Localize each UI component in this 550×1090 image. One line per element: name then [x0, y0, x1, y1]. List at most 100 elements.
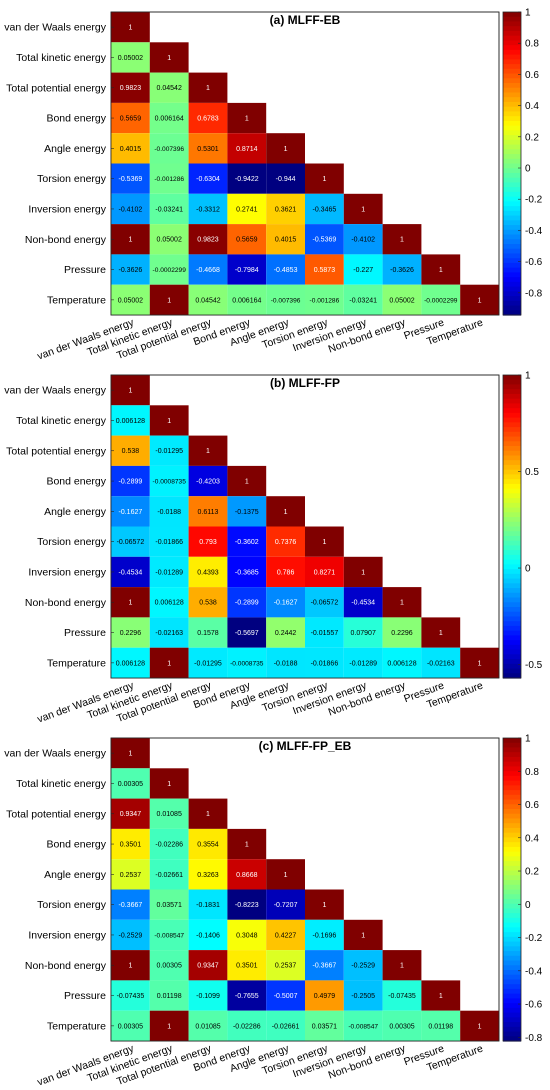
heatmap-cell-c: [149, 798, 189, 829]
heatmap-cell-a: [343, 284, 383, 315]
colorbar-segment-c: [503, 889, 521, 895]
colorbar-segment-a: [503, 59, 521, 65]
colorbar-segment-a: [503, 144, 521, 150]
heatmap-cell-c: [149, 919, 189, 951]
heatmap-cell-c: [149, 980, 189, 1011]
heatmap-cell-a: [188, 284, 228, 315]
heatmap-cell-a: [305, 163, 344, 194]
colorbar-segment-b: [503, 517, 521, 523]
colorbar-segment-a: [503, 54, 521, 60]
colorbar-segment-a: [503, 300, 521, 307]
y-tick-label-c: van der Waals energy: [4, 748, 106, 760]
y-tick-label-a: Temperature: [47, 294, 106, 306]
colorbar-segment-b: [503, 379, 521, 386]
colorbar-segment-b: [503, 649, 521, 655]
colorbar-segment-a: [503, 12, 521, 18]
heatmap-cell-c: [149, 950, 189, 981]
colorbar-tick-label-c: -0.6: [525, 1000, 543, 1011]
cell-value-c: 0.9347: [120, 811, 142, 818]
cell-value-b: 0.4393: [197, 569, 219, 576]
heatmap-cell-b: [149, 556, 189, 588]
cell-value-c: 1: [478, 1023, 482, 1030]
cell-value-a: 1: [439, 267, 443, 274]
colorbar-segment-c: [503, 856, 521, 862]
heatmap-cell-c: [382, 1010, 422, 1041]
colorbar-segment-a: [503, 163, 521, 169]
cell-value-b: 0.006128: [387, 660, 416, 667]
colorbar-segment-b: [503, 583, 521, 589]
colorbar-segment-b: [503, 611, 521, 618]
heatmap-cell-a: [266, 133, 305, 164]
colorbar-segment-a: [503, 116, 521, 122]
heatmap-cell-a: [188, 254, 228, 285]
cell-value-b: -0.0008735: [230, 660, 264, 667]
y-tick-label-a: van der Waals energy: [4, 22, 106, 34]
colorbar-segment-b: [503, 597, 521, 603]
cell-value-b: 0.8271: [314, 569, 336, 576]
heatmap-cell-b: [227, 496, 267, 527]
colorbar-segment-c: [503, 813, 521, 820]
cell-value-c: 0.3501: [236, 963, 258, 970]
cell-value-b: -0.1627: [274, 600, 298, 607]
cell-value-a: 1: [284, 146, 288, 153]
cell-value-a: -0.6304: [196, 176, 220, 183]
heatmap-cell-b: [149, 617, 189, 648]
colorbar-segment-c: [503, 818, 521, 824]
colorbar-segment-b: [503, 488, 521, 494]
heatmap-cell-c: [111, 950, 150, 981]
cell-value-a: 0.006164: [232, 297, 261, 304]
heatmap-cell-c: [227, 950, 267, 981]
colorbar-segment-c: [503, 894, 521, 900]
heatmap-cell-b: [266, 617, 305, 648]
colorbar-segment-c: [503, 965, 521, 971]
heatmap-cell-c: [266, 919, 305, 951]
y-tick-label-c: Non-bond energy: [25, 960, 107, 972]
colorbar-segment-a: [503, 296, 521, 302]
heatmap-cell-a: [227, 133, 267, 164]
colorbar-segment-b: [503, 455, 521, 461]
heatmap-cell-b: [149, 405, 189, 436]
heatmap-cell-b: [111, 617, 150, 648]
heatmap-cell-b: [149, 647, 189, 678]
cell-value-c: -0.1406: [196, 932, 220, 939]
cell-value-c: 0.01198: [428, 1023, 453, 1030]
heatmap-cell-b: [382, 587, 422, 618]
cell-value-a: -0.3626: [119, 267, 143, 274]
heatmap-cell-c: [266, 889, 305, 920]
colorbar-segment-c: [503, 827, 521, 834]
colorbar-segment-a: [503, 182, 521, 188]
heatmap-cell-c: [305, 1010, 344, 1041]
heatmap-cell-a: [149, 193, 189, 225]
colorbar-segment-a: [503, 281, 521, 288]
colorbar-segment-c: [503, 898, 521, 905]
colorbar-segment-a: [503, 177, 521, 184]
colorbar-segment-b: [503, 606, 521, 613]
cell-value-a: -0.0002299: [153, 267, 187, 274]
colorbar-tick-label-b: 1: [525, 371, 531, 382]
heatmap-cell-c: [149, 828, 189, 860]
colorbar-segment-c: [503, 823, 521, 829]
heatmap-cell-b: [266, 496, 305, 527]
heatmap-cell-b: [111, 435, 150, 466]
cell-value-b: 0.2296: [391, 630, 413, 637]
heatmap-cell-a: [111, 72, 150, 103]
colorbar-segment-c: [503, 974, 521, 981]
cell-value-a: 0.6783: [197, 115, 219, 122]
cell-value-a: 1: [245, 115, 249, 122]
heatmap-cell-c: [227, 859, 267, 890]
cell-value-c: 0.2537: [120, 872, 142, 879]
cell-value-c: -0.02661: [155, 872, 183, 879]
colorbar-segment-c: [503, 913, 521, 919]
cell-value-b: 0.538: [122, 448, 140, 455]
y-tick-label-b: van der Waals energy: [4, 385, 106, 397]
cell-value-b: 0.7376: [275, 539, 297, 546]
heatmap-cell-a: [188, 72, 228, 103]
colorbar-segment-a: [503, 286, 521, 292]
heatmap-cell-b: [149, 526, 189, 557]
heatmap-cell-a: [111, 193, 150, 225]
colorbar-segment-b: [503, 393, 521, 400]
colorbar-tick-label-c: 0.8: [525, 767, 539, 778]
colorbar-segment-a: [503, 229, 521, 236]
cell-value-c: 0.00305: [118, 1023, 143, 1030]
heatmap-cell-a: [149, 284, 189, 315]
